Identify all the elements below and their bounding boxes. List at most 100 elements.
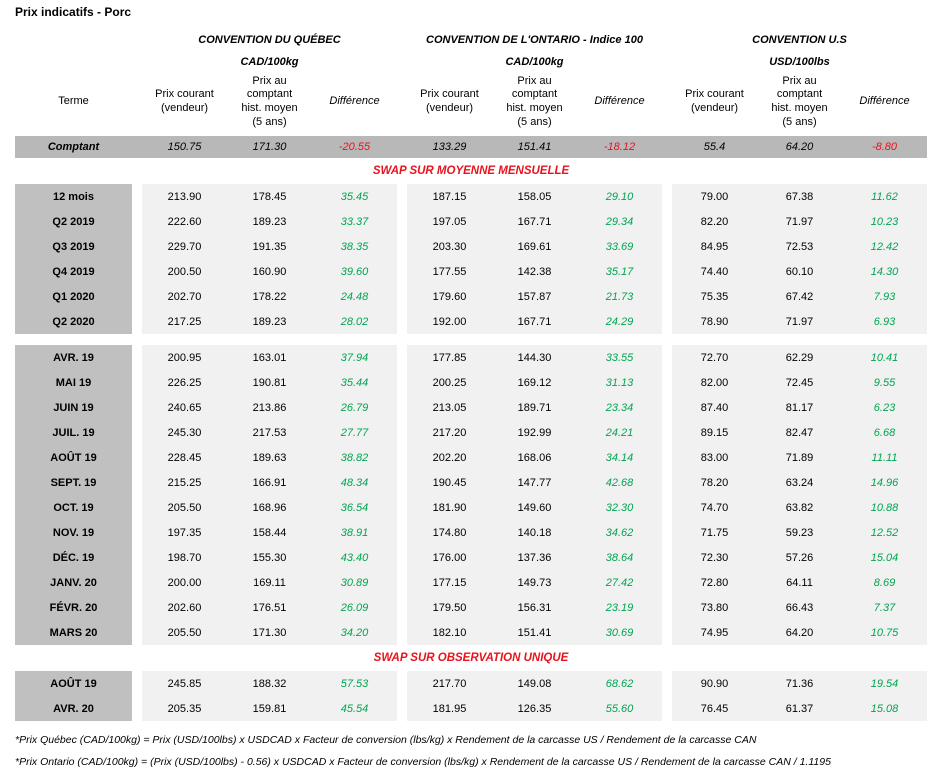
difference-value: 42.68 [577,470,662,495]
difference-value: 11.11 [842,445,927,470]
price-value: 202.60 [142,595,227,620]
price-value: 156.31 [492,595,577,620]
price-value: 71.75 [672,520,757,545]
price-value: 147.77 [492,470,577,495]
price-value: 166.91 [227,470,312,495]
term-cell: Q4 2019 [15,259,132,284]
price-value: 178.45 [227,184,312,209]
term-cell: Q2 2019 [15,209,132,234]
term-cell: MARS 20 [15,620,132,645]
price-value: 126.35 [492,696,577,721]
price-value: 178.22 [227,284,312,309]
section-header: SWAP SUR OBSERVATION UNIQUE [373,652,569,664]
difference-value: 10.23 [842,209,927,234]
price-value: 217.20 [407,420,492,445]
column-spacer [397,545,407,570]
difference-value: 19.54 [842,671,927,696]
term-cell: JUIL. 19 [15,420,132,445]
column-spacer [662,309,672,334]
column-spacer [132,470,142,495]
difference-value: 10.41 [842,345,927,370]
term-cell: AOÛT 19 [15,445,132,470]
price-value: 83.00 [672,445,757,470]
price-value: 142.38 [492,259,577,284]
price-value: 57.26 [757,545,842,570]
price-value: 67.42 [757,284,842,309]
price-value: 213.05 [407,395,492,420]
col-header-difference-quebec: Différence [329,95,380,108]
column-spacer [132,136,142,158]
column-spacer [662,470,672,495]
table-row: OCT. 19 205.50 168.96 36.54 181.90 149.60 32.3… [15,495,927,520]
price-value: 82.00 [672,370,757,395]
price-value: 151.41 [492,620,577,645]
column-spacer [397,136,407,158]
unit-us: USD/100lbs [769,56,830,68]
table-row: 12 mois 213.90 178.45 35.45 187.15 158.05 29.1… [15,184,927,209]
column-spacer [662,345,672,370]
price-value: 61.37 [757,696,842,721]
column-spacer [397,72,407,132]
footnotes: *Prix Québec (CAD/100kg) = Prix (USD/100… [15,734,927,768]
column-spacer [397,370,407,395]
difference-value: 33.69 [577,234,662,259]
price-value: 217.70 [407,671,492,696]
difference-value: 31.13 [577,370,662,395]
difference-value: -8.80 [871,141,898,153]
price-value: 167.71 [492,309,577,334]
difference-value: 21.73 [577,284,662,309]
term-cell: SEPT. 19 [15,470,132,495]
term-cell: Comptant [47,141,100,153]
column-spacer [132,570,142,595]
difference-value: 29.34 [577,209,662,234]
column-spacer [397,470,407,495]
price-value: 226.25 [142,370,227,395]
price-value: 181.90 [407,495,492,520]
price-value: 55.4 [703,141,726,153]
difference-value: 14.30 [842,259,927,284]
group-header-quebec: CONVENTION DU QUÉBEC [198,34,341,46]
column-spacer [662,520,672,545]
column-spacer [662,72,672,132]
column-spacer [662,445,672,470]
price-value: 73.80 [672,595,757,620]
price-value: 67.38 [757,184,842,209]
price-value: 203.30 [407,234,492,259]
difference-value: 29.10 [577,184,662,209]
column-spacer [662,671,672,696]
unit-quebec: CAD/100kg [240,56,299,68]
price-value: 158.44 [227,520,312,545]
price-value: 151.41 [517,141,552,153]
difference-value: 15.04 [842,545,927,570]
difference-value: 38.35 [312,234,397,259]
column-spacer [662,420,672,445]
table-row: MARS 20 205.50 171.30 34.20 182.10 151.41 30.6… [15,620,927,645]
difference-value: 24.29 [577,309,662,334]
price-value: 200.95 [142,345,227,370]
price-value: 63.24 [757,470,842,495]
term-cell: FÉVR. 20 [15,595,132,620]
table-row: JUIL. 19 245.30 217.53 27.77 217.20 192.99 24.… [15,420,927,445]
price-value: 64.11 [757,570,842,595]
price-value: 205.35 [142,696,227,721]
price-value: 240.65 [142,395,227,420]
price-value: 163.01 [227,345,312,370]
difference-value: 30.69 [577,620,662,645]
difference-value: 33.37 [312,209,397,234]
price-value: 63.82 [757,495,842,520]
price-value: 190.81 [227,370,312,395]
difference-value: 30.89 [312,570,397,595]
difference-value: 34.20 [312,620,397,645]
section-header: SWAP SUR MOYENNE MENSUELLE [372,165,570,177]
table-row: Q3 2019 229.70 191.35 38.35 203.30 169.61 33.6… [15,234,927,259]
price-value: 171.30 [252,141,287,153]
difference-value: 7.93 [842,284,927,309]
difference-value: 35.44 [312,370,397,395]
column-spacer [132,495,142,520]
price-value: 191.35 [227,234,312,259]
column-spacer [397,345,407,370]
column-spacer [132,671,142,696]
table-row: AOÛT 19 245.85 188.32 57.53 217.70 149.08 68.6… [15,671,927,696]
column-spacer [397,234,407,259]
